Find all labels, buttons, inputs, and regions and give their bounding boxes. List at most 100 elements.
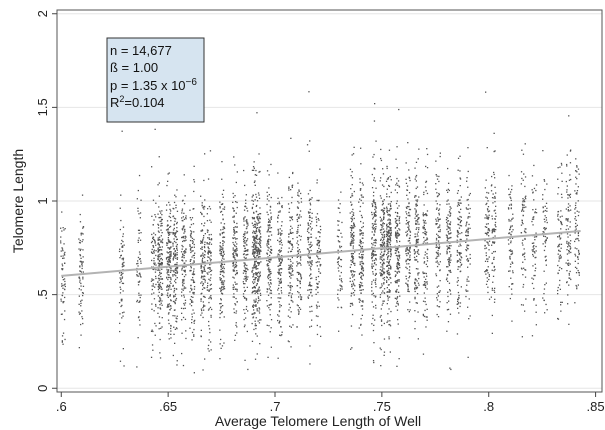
data-point <box>223 250 225 253</box>
data-point <box>201 248 203 250</box>
data-point <box>266 265 269 267</box>
data-point <box>381 204 384 206</box>
data-point <box>176 288 178 290</box>
data-point <box>154 322 156 325</box>
data-point <box>192 223 195 225</box>
data-point <box>407 309 409 311</box>
data-point <box>169 208 171 211</box>
data-point <box>253 328 255 331</box>
data-point <box>465 235 468 237</box>
data-point <box>268 307 270 309</box>
data-point <box>359 229 361 231</box>
data-point <box>296 271 298 274</box>
data-point <box>425 278 427 280</box>
data-point <box>168 264 170 267</box>
data-point <box>446 266 448 268</box>
data-point <box>494 177 496 179</box>
data-point <box>268 243 270 245</box>
data-point <box>417 311 419 313</box>
data-point <box>288 303 290 305</box>
data-point <box>469 216 471 218</box>
data-point <box>269 221 271 223</box>
data-point <box>388 231 390 233</box>
data-point <box>374 279 377 282</box>
data-point <box>358 298 361 300</box>
data-point <box>339 211 341 214</box>
data-point <box>173 227 175 230</box>
data-point <box>193 334 195 336</box>
data-point <box>193 231 195 233</box>
data-point <box>315 237 317 239</box>
data-point <box>338 265 341 267</box>
data-point <box>161 218 163 221</box>
data-point <box>352 208 354 211</box>
data-point <box>222 247 224 249</box>
data-point <box>361 334 363 336</box>
data-point <box>508 174 510 177</box>
data-point <box>560 243 563 245</box>
data-point <box>397 262 400 264</box>
data-point <box>397 263 399 266</box>
data-point <box>209 284 211 286</box>
data-point <box>390 228 392 230</box>
data-point <box>153 263 156 266</box>
data-point <box>413 250 415 252</box>
data-point <box>495 226 497 228</box>
data-point <box>79 277 81 279</box>
data-point <box>409 248 411 250</box>
data-point <box>405 206 408 208</box>
data-point <box>174 220 176 222</box>
data-point <box>122 241 124 243</box>
data-point <box>362 250 365 252</box>
data-point <box>448 247 450 249</box>
data-point <box>81 316 83 318</box>
data-point <box>560 256 562 258</box>
data-point <box>243 217 245 219</box>
data-point <box>235 254 237 256</box>
data-point <box>183 278 185 281</box>
data-point <box>437 262 439 264</box>
data-point <box>382 200 384 202</box>
data-point <box>234 281 236 283</box>
data-point <box>159 264 161 266</box>
data-point <box>486 241 488 243</box>
data-point <box>79 242 81 244</box>
data-point <box>508 270 510 272</box>
data-point <box>449 212 451 214</box>
data-point <box>408 211 410 214</box>
data-point <box>487 228 490 230</box>
data-point <box>243 240 245 243</box>
data-point <box>296 326 298 328</box>
data-point <box>234 195 236 197</box>
data-point <box>415 199 417 201</box>
data-point <box>160 216 162 219</box>
data-point <box>255 268 257 270</box>
data-point <box>277 277 279 280</box>
data-point <box>375 304 377 307</box>
data-point <box>311 212 313 214</box>
data-point <box>447 230 449 233</box>
data-point <box>255 284 258 287</box>
data-point <box>64 296 66 299</box>
data-point <box>279 210 281 212</box>
data-point <box>315 293 317 295</box>
data-point <box>235 261 237 264</box>
data-point <box>80 334 82 336</box>
data-point <box>119 228 121 231</box>
data-point <box>170 220 172 222</box>
data-point <box>189 260 191 262</box>
data-point <box>260 250 262 252</box>
data-point <box>493 228 495 231</box>
data-point <box>279 251 281 253</box>
data-point <box>560 304 562 306</box>
data-point <box>416 302 418 304</box>
data-point <box>252 317 254 319</box>
data-point <box>494 150 496 152</box>
data-point <box>176 270 178 272</box>
data-point <box>375 286 377 288</box>
data-point <box>383 288 386 290</box>
data-point <box>492 281 494 283</box>
data-point <box>298 262 300 264</box>
data-point <box>390 229 392 231</box>
data-point <box>511 253 513 255</box>
